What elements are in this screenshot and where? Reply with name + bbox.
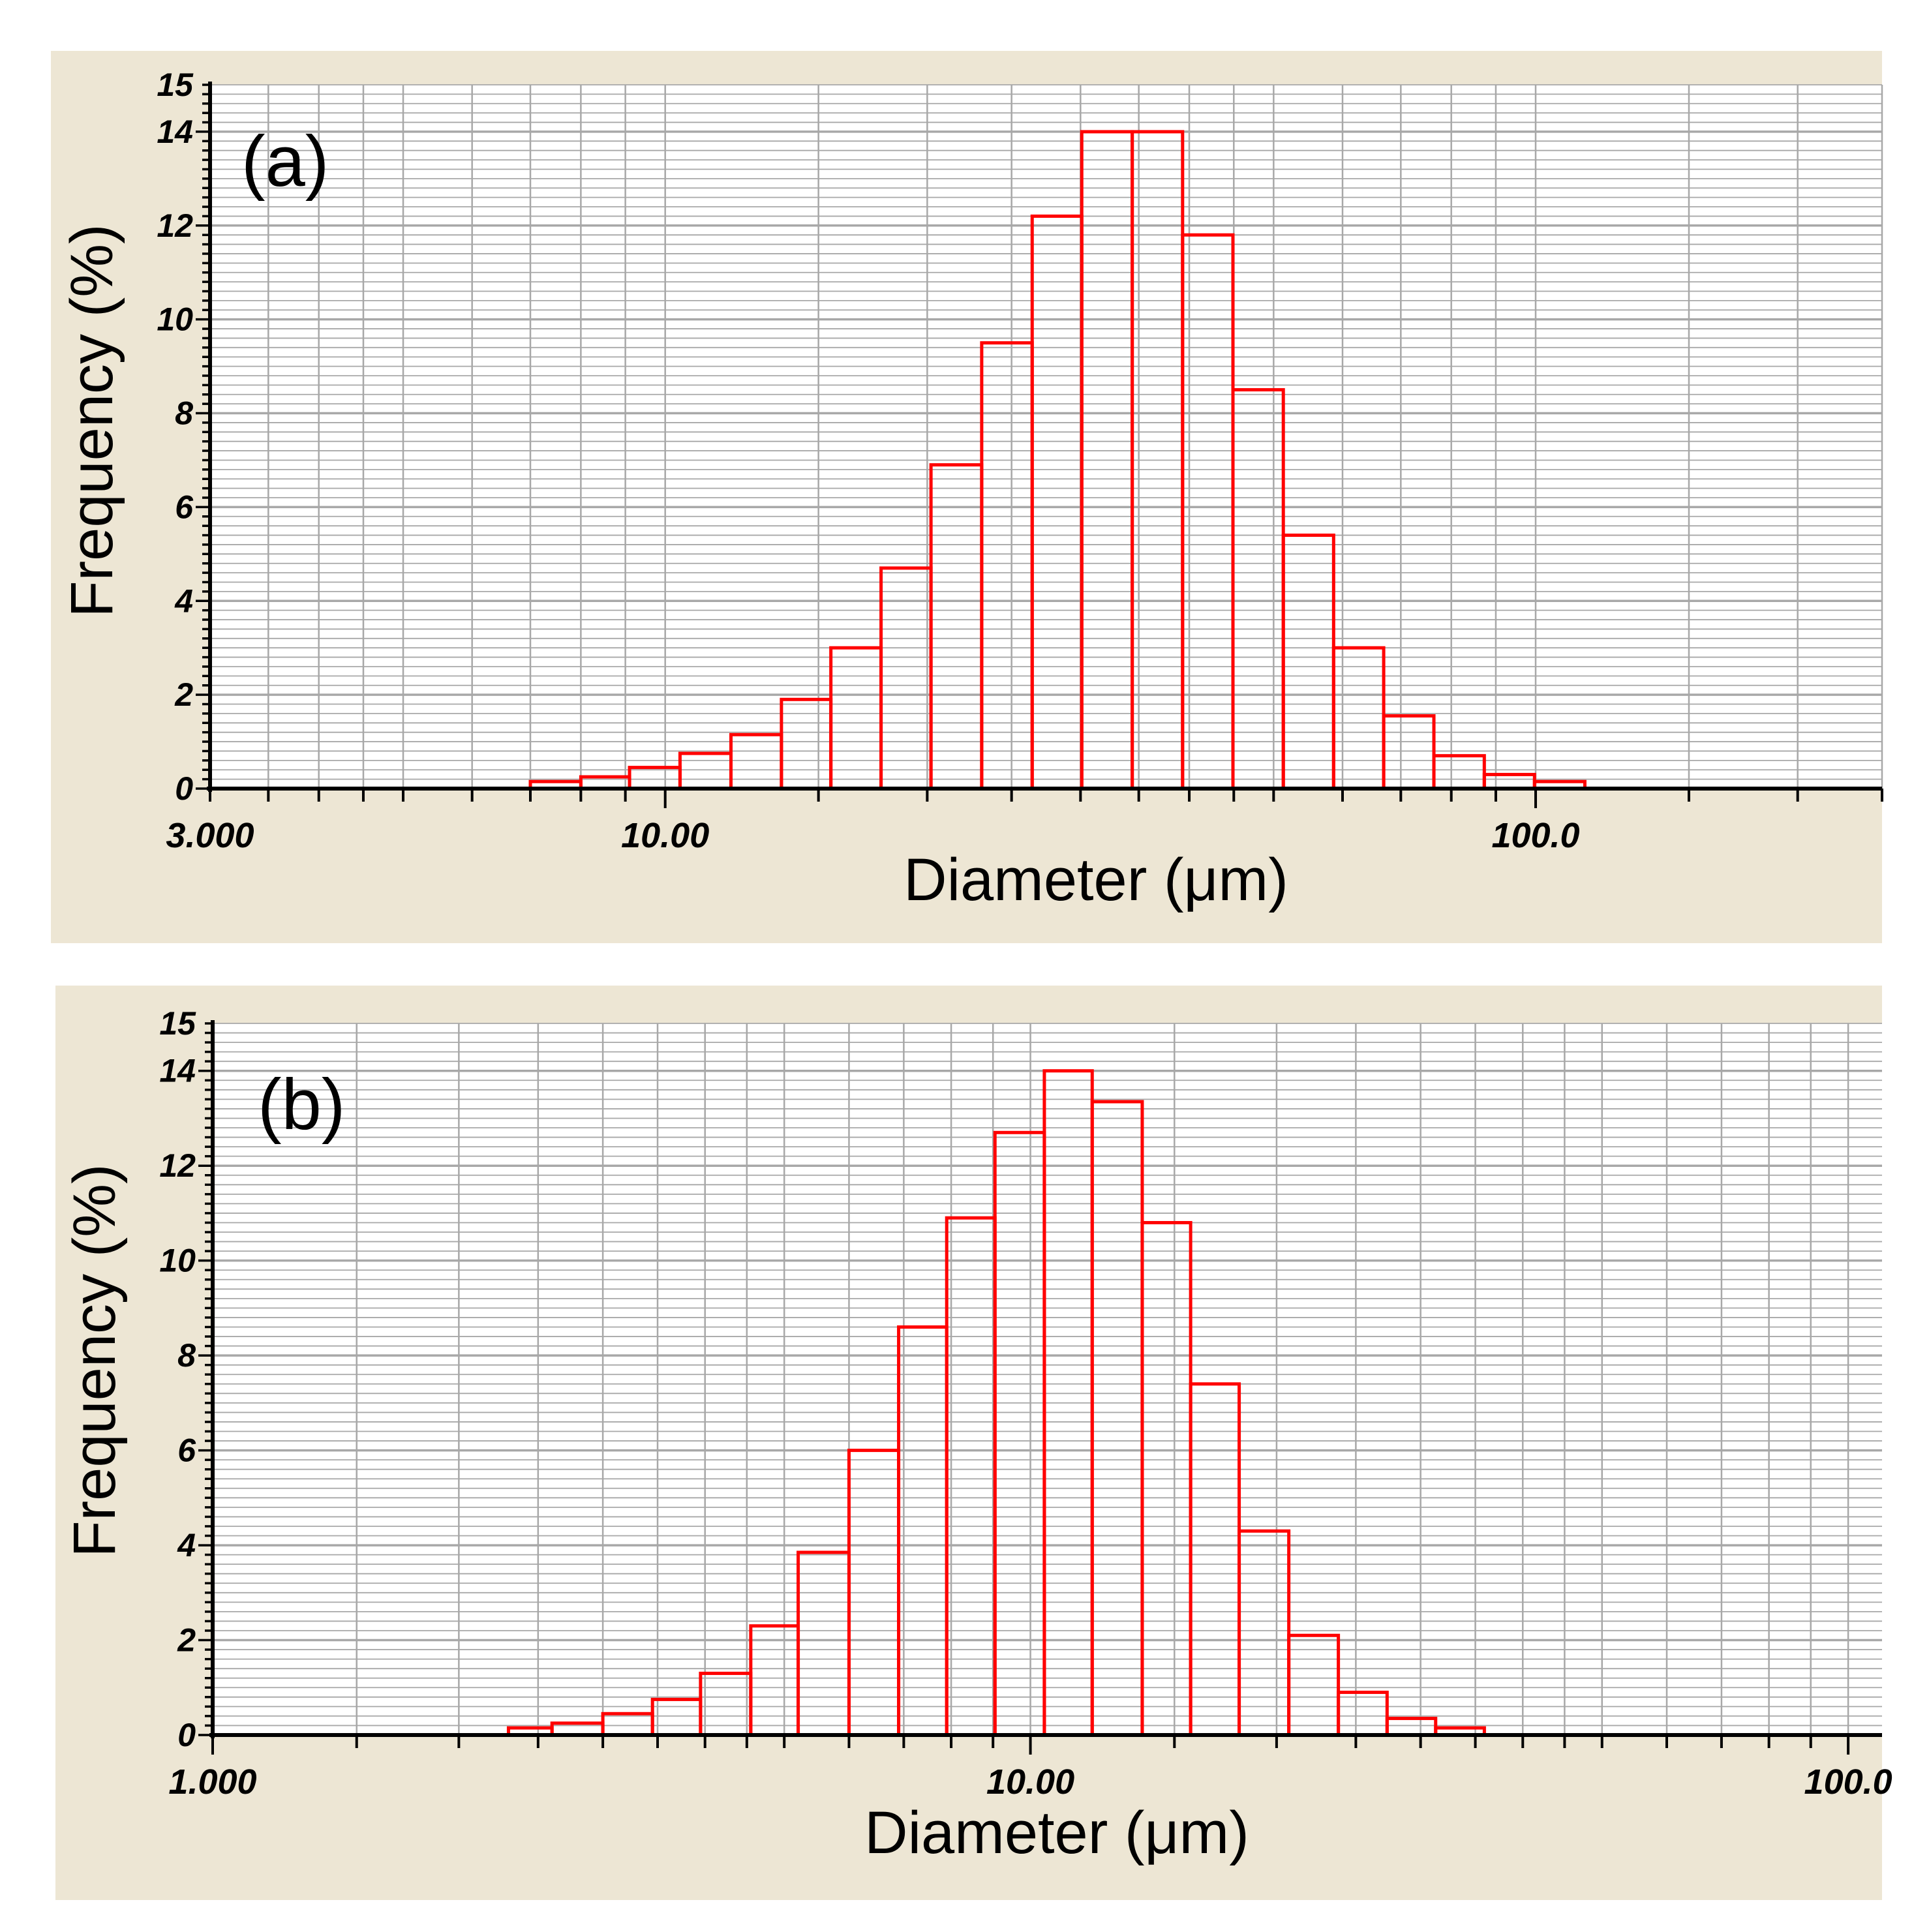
y-tick-label: 8	[177, 1337, 196, 1374]
y-tick-label: 8	[175, 395, 193, 432]
y-tick-label: 12	[159, 1147, 196, 1184]
x-tick-label: 1.000	[168, 1762, 256, 1802]
y-tick-label: 0	[177, 1717, 196, 1753]
grid-a	[209, 84, 1883, 790]
y-tick-label: 6	[177, 1432, 196, 1469]
y-axis-title-b: Frequency (%)	[61, 1164, 128, 1557]
y-tick-label: 10	[159, 1243, 196, 1279]
y-tick-label: 12	[157, 207, 193, 244]
chart-panel-a: 0 2 4 6 8 10 12 14 15 3.000 10.00 100.0 (a) Diamete…	[51, 51, 1883, 943]
plot-area-b	[213, 1023, 1882, 1735]
axes-a: 0 2 4 6 8 10 12 14 15 3.000 10.00 100.0	[157, 67, 1883, 855]
x-axis-title-a: Diameter (μm)	[904, 847, 1288, 913]
y-tick-label: 6	[175, 489, 194, 525]
x-tick-label: 100.0	[1491, 816, 1579, 855]
y-tick-label: 15	[157, 67, 194, 103]
y-tick-label: 0	[175, 770, 193, 807]
y-tick-label: 10	[157, 301, 193, 338]
y-tick-label: 14	[157, 113, 193, 150]
y-tick-label: 4	[177, 1527, 196, 1563]
x-axis-title-b: Diameter (μm)	[864, 1800, 1249, 1866]
plot-area-a	[210, 85, 1882, 789]
x-tick-label: 100.0	[1804, 1762, 1892, 1802]
histogram-b-svg: 0 2 4 6 8 10 12 14 15 1.000 10.00 100.0 (b) Diamete…	[55, 986, 1892, 1900]
x-tick-label: 3.000	[166, 816, 254, 855]
x-tick-label: 10.00	[986, 1762, 1074, 1802]
y-axis-title-a: Frequency (%)	[59, 224, 125, 617]
y-tick-label: 4	[174, 582, 193, 619]
y-tick-label: 14	[159, 1053, 196, 1089]
y-tick-label: 2	[174, 676, 193, 713]
panel-label-a: (a)	[241, 121, 329, 202]
panel-label-b: (b)	[258, 1064, 345, 1145]
y-tick-label: 2	[177, 1622, 196, 1659]
histogram-a-svg: 0 2 4 6 8 10 12 14 15 3.000 10.00 100.0 (a) Diamete…	[51, 51, 1883, 943]
y-tick-label: 15	[159, 1005, 196, 1042]
axes-b: 0 2 4 6 8 10 12 14 15 1.000 10.00 100.0	[159, 1005, 1892, 1802]
chart-panel-b: 0 2 4 6 8 10 12 14 15 1.000 10.00 100.0 (b) Diamete…	[0, 966, 1929, 1932]
x-tick-label: 10.00	[621, 816, 709, 855]
